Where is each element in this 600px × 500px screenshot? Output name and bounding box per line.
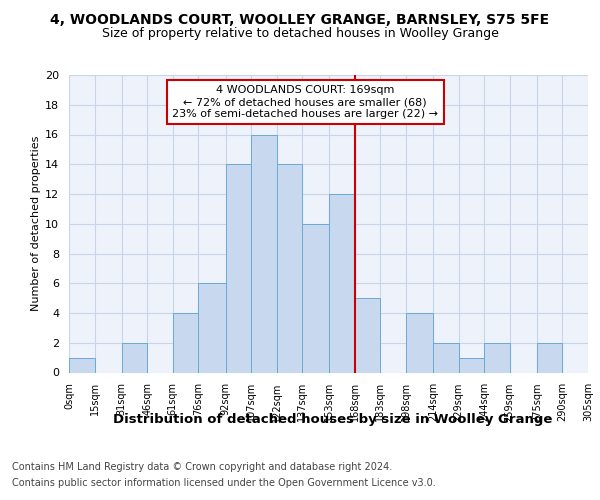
Bar (277, 164, 302, 372)
Bar (226, 164, 251, 372)
Bar (302, 224, 329, 372)
Bar (484, 343, 510, 372)
Text: Size of property relative to detached houses in Woolley Grange: Size of property relative to detached ho… (101, 28, 499, 40)
Text: 4, WOODLANDS COURT, WOOLLEY GRANGE, BARNSLEY, S75 5FE: 4, WOODLANDS COURT, WOOLLEY GRANGE, BARN… (50, 12, 550, 26)
Bar (122, 343, 147, 372)
Y-axis label: Number of detached properties: Number of detached properties (31, 136, 41, 312)
Bar (355, 298, 380, 372)
Text: Contains HM Land Registry data © Crown copyright and database right 2024.: Contains HM Land Registry data © Crown c… (12, 462, 392, 472)
Bar (537, 343, 562, 372)
Bar (173, 313, 199, 372)
Bar (251, 134, 277, 372)
Bar (199, 283, 226, 372)
Text: Distribution of detached houses by size in Woolley Grange: Distribution of detached houses by size … (113, 412, 553, 426)
Bar (406, 313, 433, 372)
Text: 4 WOODLANDS COURT: 169sqm
← 72% of detached houses are smaller (68)
23% of semi-: 4 WOODLANDS COURT: 169sqm ← 72% of detac… (172, 86, 438, 118)
Bar (329, 194, 355, 372)
Bar (433, 343, 458, 372)
Bar (458, 358, 484, 372)
Bar (69, 358, 95, 372)
Text: Contains public sector information licensed under the Open Government Licence v3: Contains public sector information licen… (12, 478, 436, 488)
